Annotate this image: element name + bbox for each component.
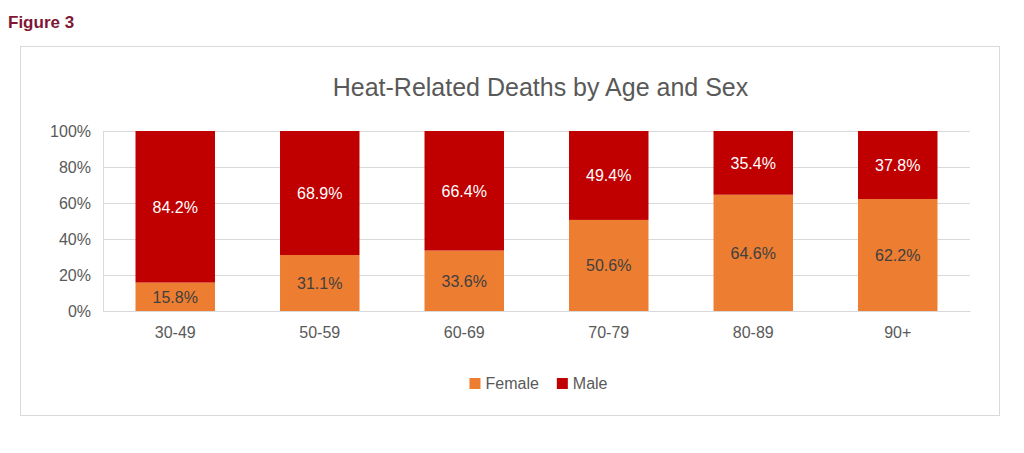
x-tick-label: 30-49 — [155, 324, 196, 341]
bar — [136, 131, 215, 283]
x-tick-label: 50-59 — [299, 324, 340, 341]
data-label: 68.9% — [297, 185, 342, 202]
x-axis: 30-49 50-59 60-69 70-79 80-89 90+ — [104, 311, 971, 341]
y-tick: 60% — [59, 195, 103, 212]
y-tick: 80% — [59, 159, 103, 176]
y-tick-label: 60% — [59, 195, 91, 212]
series — [136, 195, 938, 311]
legend-label: Female — [485, 375, 538, 392]
bar — [280, 255, 359, 311]
bar — [714, 195, 793, 311]
data-label: 84.2% — [153, 199, 198, 216]
x-tick: 50-59 — [299, 311, 340, 341]
y-tick: 20% — [59, 267, 103, 284]
x-tick: 60-69 — [444, 311, 485, 341]
y-tick: 100% — [50, 123, 103, 140]
legend-swatch — [557, 378, 568, 389]
grid-line — [103, 239, 970, 240]
y-tick-label: 0% — [68, 303, 91, 320]
bar — [858, 199, 937, 311]
data-label: 37.8% — [875, 157, 920, 174]
chart: Figure 3 Heat-Related Deaths by Age and S… — [0, 0, 1024, 453]
bar — [569, 220, 648, 311]
legend-item: Male — [557, 375, 608, 392]
data-label: 33.6% — [442, 273, 487, 290]
series — [136, 131, 938, 283]
bar — [425, 251, 504, 311]
legend-swatch — [469, 378, 480, 389]
x-tick: 80-89 — [733, 311, 774, 341]
bar — [280, 131, 359, 255]
bar — [714, 131, 793, 195]
chart-title: Heat-Related Deaths by Age and Sex — [333, 73, 749, 101]
x-tick: 30-49 — [155, 311, 196, 341]
y-tick: 0% — [68, 303, 103, 320]
data-label: 49.4% — [586, 167, 631, 184]
y-tick-label: 80% — [59, 159, 91, 176]
bar — [425, 131, 504, 251]
data-label: 15.8% — [153, 289, 198, 306]
y-axis: 0% 20% 40% 60% 80% 100% — [50, 123, 103, 320]
chart-frame — [21, 47, 1000, 416]
annotation: Figure 3 — [8, 13, 74, 32]
y-tick-label: 20% — [59, 267, 91, 284]
legend-label: Male — [573, 375, 608, 392]
data-label: 50.6% — [586, 257, 631, 274]
y-tick: 40% — [59, 231, 103, 248]
grid-line — [103, 275, 970, 276]
grid-line — [103, 131, 970, 132]
grid-line — [103, 311, 970, 312]
y-axis-line — [103, 132, 104, 312]
x-axis-line — [104, 311, 971, 312]
bar — [136, 283, 215, 311]
data-label: 35.4% — [731, 155, 776, 172]
data-label: 66.4% — [442, 183, 487, 200]
data-labels: 15.8% 31.1% 33.6% 50.6% 64.6% 62.2% 84.2% 68.9%… — [153, 155, 921, 306]
legend: Female Male — [469, 375, 607, 392]
y-tick-label: 100% — [50, 123, 91, 140]
bars — [136, 131, 938, 311]
data-label: 64.6% — [731, 245, 776, 262]
grid-line — [103, 167, 970, 168]
x-tick-label: 70-79 — [588, 324, 629, 341]
y-tick-label: 40% — [59, 231, 91, 248]
x-tick-label: 90+ — [884, 324, 911, 341]
legend-item: Female — [469, 375, 538, 392]
grid — [103, 132, 970, 312]
bar — [569, 131, 648, 220]
grid-line — [103, 203, 970, 204]
x-tick: 70-79 — [588, 311, 629, 341]
x-tick-label: 80-89 — [733, 324, 774, 341]
data-label: 31.1% — [297, 275, 342, 292]
x-tick: 90+ — [884, 311, 911, 341]
x-tick-label: 60-69 — [444, 324, 485, 341]
bar — [858, 131, 937, 199]
data-label: 62.2% — [875, 247, 920, 264]
